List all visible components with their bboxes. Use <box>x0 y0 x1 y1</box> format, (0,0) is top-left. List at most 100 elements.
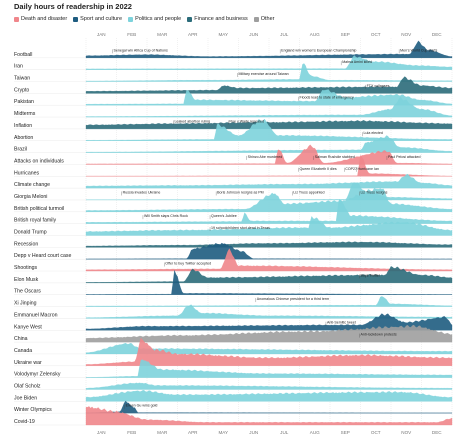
series-area <box>85 337 453 366</box>
topic-label: The Oscars <box>14 289 41 295</box>
annotation-label: Russia invades Ukraine <box>123 190 161 194</box>
legend-item-politics: Politics and people <box>128 16 181 22</box>
legend-item-sport: Sport and culture <box>73 16 122 22</box>
topic-label: Canada <box>14 348 32 354</box>
series-area <box>85 242 453 260</box>
annotation-label: Mahsa Amini killed <box>342 60 372 64</box>
annotation-label: Shinzo Abe murdered <box>248 155 283 159</box>
series-area <box>85 40 453 58</box>
annotation-label: Senegal win Africa Cup of Nations <box>113 48 168 52</box>
annotation-label: Hurricane Ian <box>357 167 379 171</box>
topic-label: Giorgia Meloni <box>14 194 47 200</box>
annotation-label: Queen's Jubilee <box>211 214 237 218</box>
topic-label: Shootings <box>14 265 37 271</box>
series-area <box>85 55 453 70</box>
topic-label: British royal family <box>14 218 56 224</box>
annotation-label: COP27 <box>345 167 357 171</box>
annotation-label: Anti-lockdown protests <box>361 333 397 337</box>
legend-swatch-other <box>253 16 259 22</box>
month-label-top: MAY <box>218 32 228 37</box>
annotation-label: Lula elected <box>364 131 383 135</box>
annotation-label: Leaked abortion ruling <box>174 119 210 123</box>
annotation-label: Liz Truss appointed <box>293 190 324 194</box>
topic-label: Football <box>14 52 32 58</box>
chart-title: Daily hours of readership in 2022 <box>14 2 132 11</box>
topic-label: Abortion <box>14 135 33 141</box>
legend-item-death: Death and disaster <box>14 16 67 22</box>
month-label-top: AUG <box>310 32 320 37</box>
series-area <box>85 296 453 307</box>
legend-swatch-finance <box>187 16 193 22</box>
series-area <box>85 89 453 106</box>
series-area <box>85 216 453 236</box>
annotation-label: Will Smith slaps Chris Rock <box>144 214 188 218</box>
month-label-bottom: AUG <box>310 430 320 435</box>
topic-label: Kanye West <box>14 324 42 330</box>
annotation-label: Anti-Semitic tweet <box>327 321 356 325</box>
topic-label: Emmanuel Macron <box>14 312 58 318</box>
annotation-label: 19 schoolchildren shot dead in Texas <box>211 226 270 230</box>
topic-label: Pakistan <box>14 99 34 105</box>
annotation-label: Roe v Wade repealed <box>229 119 264 123</box>
month-label-top: JUL <box>280 32 289 37</box>
topic-label: Midterms <box>14 111 36 117</box>
annotation-label: Floods lead to state of emergency <box>300 96 354 100</box>
series-area <box>85 241 453 248</box>
legend-label-sport: Sport and culture <box>80 16 123 22</box>
topic-label: Donald Trump <box>14 230 47 236</box>
series-area <box>85 406 453 426</box>
annotation-label: Liz Truss resigns <box>361 190 388 194</box>
month-label-bottom: JUN <box>249 430 258 435</box>
series-area <box>85 135 453 153</box>
annotation-label: Military exercise around Taiwan <box>239 72 289 76</box>
series-area <box>85 188 453 212</box>
annotation-label: Queen Elizabeth II dies <box>300 167 337 171</box>
month-label-top: APR <box>188 32 198 37</box>
series-area <box>85 120 453 130</box>
series-area <box>85 304 453 319</box>
topic-label: Joe Biden <box>14 395 37 401</box>
legend-label-death: Death and disaster <box>21 16 68 22</box>
series-area <box>85 118 453 141</box>
month-label-bottom: DEC <box>432 430 442 435</box>
month-label-bottom: MAR <box>157 430 168 435</box>
legend-label-politics: Politics and people <box>135 16 182 22</box>
legend-swatch-politics <box>128 16 134 22</box>
annotation-label: Buys Twitter <box>361 273 381 277</box>
legend-item-finance: Finance and business <box>187 16 248 22</box>
annotation-label: Men's World Cup starts <box>400 48 437 52</box>
topic-label: Crypto <box>14 87 29 93</box>
month-label-bottom: JAN <box>97 430 106 435</box>
month-label-top: SEP <box>341 32 350 37</box>
series-area <box>85 154 453 177</box>
series-area <box>85 76 453 94</box>
annotation-label: Salman Rushdie stabbed <box>315 155 355 159</box>
annotation-label: Paul Pelosi attacked <box>388 155 421 159</box>
month-label-bottom: JUL <box>280 430 289 435</box>
month-label-bottom: MAY <box>218 430 228 435</box>
topic-label: British political turmoil <box>14 206 64 212</box>
legend: Death and disaster Sport and culture Pol… <box>14 14 275 24</box>
topic-label: Iran <box>14 64 23 70</box>
topic-label: Depp v Heard court case <box>14 253 71 259</box>
series-area <box>85 313 453 331</box>
annotation-label: Offer to buy Twitter accepted <box>165 262 211 266</box>
topic-label: Taiwan <box>14 76 30 82</box>
topic-label: Recession <box>14 241 38 247</box>
topic-label: China <box>14 336 28 342</box>
legend-swatch-death <box>14 16 19 22</box>
month-label-top: DEC <box>432 32 442 37</box>
month-label-bottom: SEP <box>341 430 350 435</box>
month-label-top: JAN <box>97 32 106 37</box>
topic-label: Inflation <box>14 123 32 129</box>
annotation-label: Eileen Gu wins gold <box>126 404 158 408</box>
topic-label: Elon Musk <box>14 277 39 283</box>
topic-label: Attacks on individuals <box>14 158 64 164</box>
annotation-label: Boris Johnson resigns as PM <box>217 190 264 194</box>
topic-label: Olaf Scholz <box>14 383 41 389</box>
month-label-bottom: NOV <box>401 430 412 435</box>
month-label-top: OCT <box>371 32 381 37</box>
topic-label: Winter Olympics <box>14 407 52 413</box>
